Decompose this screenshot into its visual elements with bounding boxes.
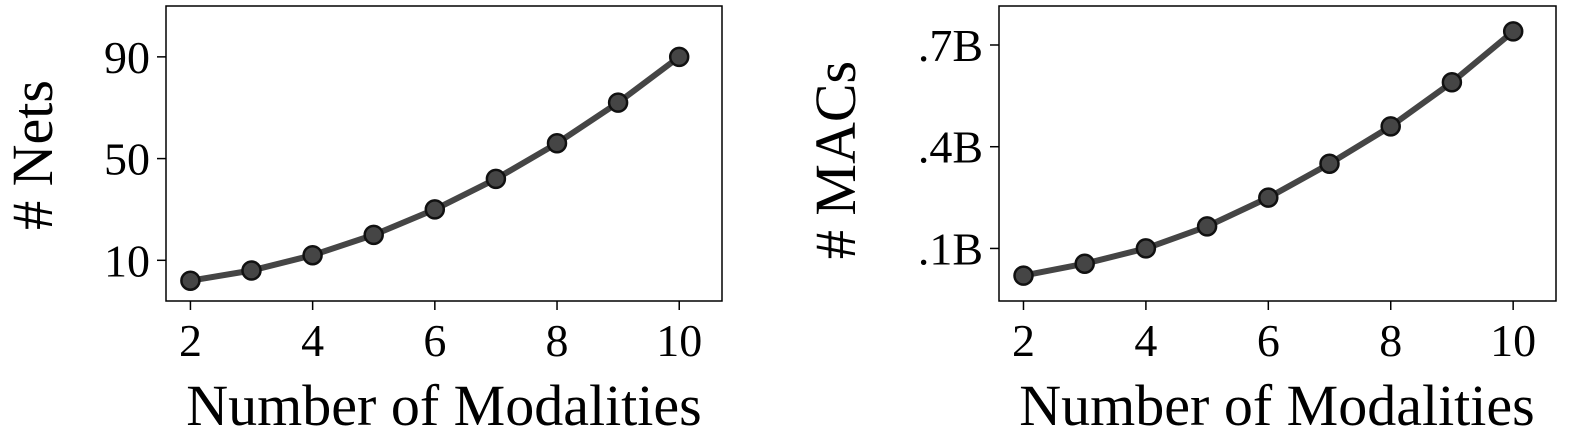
x-tick-label: 2: [1012, 315, 1035, 366]
data-point: [1502, 21, 1524, 42]
data-point: [1258, 187, 1279, 208]
x-axis-label: Number of Modalities: [186, 373, 701, 437]
y-tick-label: 90: [104, 32, 150, 83]
data-point: [607, 92, 629, 113]
data-point: [1441, 72, 1463, 93]
data-group: [180, 46, 690, 291]
x-tick-label: 8: [546, 315, 569, 366]
y-tick-label: .1B: [918, 223, 983, 274]
data-point: [485, 168, 507, 190]
plot-frame: [998, 5, 1557, 302]
x-tick-label: 2: [179, 315, 202, 366]
data-point: [546, 133, 568, 154]
data-point: [180, 270, 201, 291]
data-point: [1380, 116, 1401, 137]
tick-group: 2 4 6 8 10 .1B .4B .7B: [918, 20, 1536, 366]
series-line: [187, 53, 683, 284]
x-tick-label: 10: [1490, 315, 1536, 366]
x-tick-label: 6: [1257, 315, 1280, 366]
series-line: [1020, 28, 1517, 279]
data-point: [302, 244, 323, 266]
data-point: [1074, 253, 1095, 274]
data-point: [363, 224, 384, 246]
y-tick-label: .7B: [918, 20, 983, 71]
y-tick-label: .4B: [918, 122, 983, 173]
data-point: [424, 199, 446, 220]
data-point: [668, 46, 690, 68]
y-tick-label: 10: [104, 235, 150, 286]
data-point: [241, 260, 262, 281]
chart-panel-nets: # Nets Number of Modalities 2 4 6 8 10 10 50 90: [0, 5, 723, 437]
x-tick-label: 6: [423, 315, 446, 366]
data-point: [1319, 153, 1340, 174]
x-axis-label: Number of Modalities: [1019, 373, 1534, 437]
tick-group: 2 4 6 8 10 10 50 90: [104, 32, 702, 366]
data-point: [1135, 238, 1157, 259]
data-group: [1013, 21, 1524, 286]
chart-panel-macs: # MACs Number of Modalities 2 4 6 8 10 .1B .4B…: [803, 5, 1557, 437]
x-tick-label: 4: [1134, 315, 1157, 366]
data-point: [1196, 216, 1218, 237]
x-tick-label: 10: [656, 315, 702, 366]
x-tick-label: 8: [1379, 315, 1402, 366]
y-axis-label: # MACs: [803, 61, 868, 259]
x-tick-label: 4: [301, 315, 324, 366]
data-point: [1013, 265, 1034, 286]
plot-frame: [165, 5, 723, 302]
y-tick-label: 50: [104, 134, 150, 185]
y-axis-label: # Nets: [0, 80, 65, 230]
